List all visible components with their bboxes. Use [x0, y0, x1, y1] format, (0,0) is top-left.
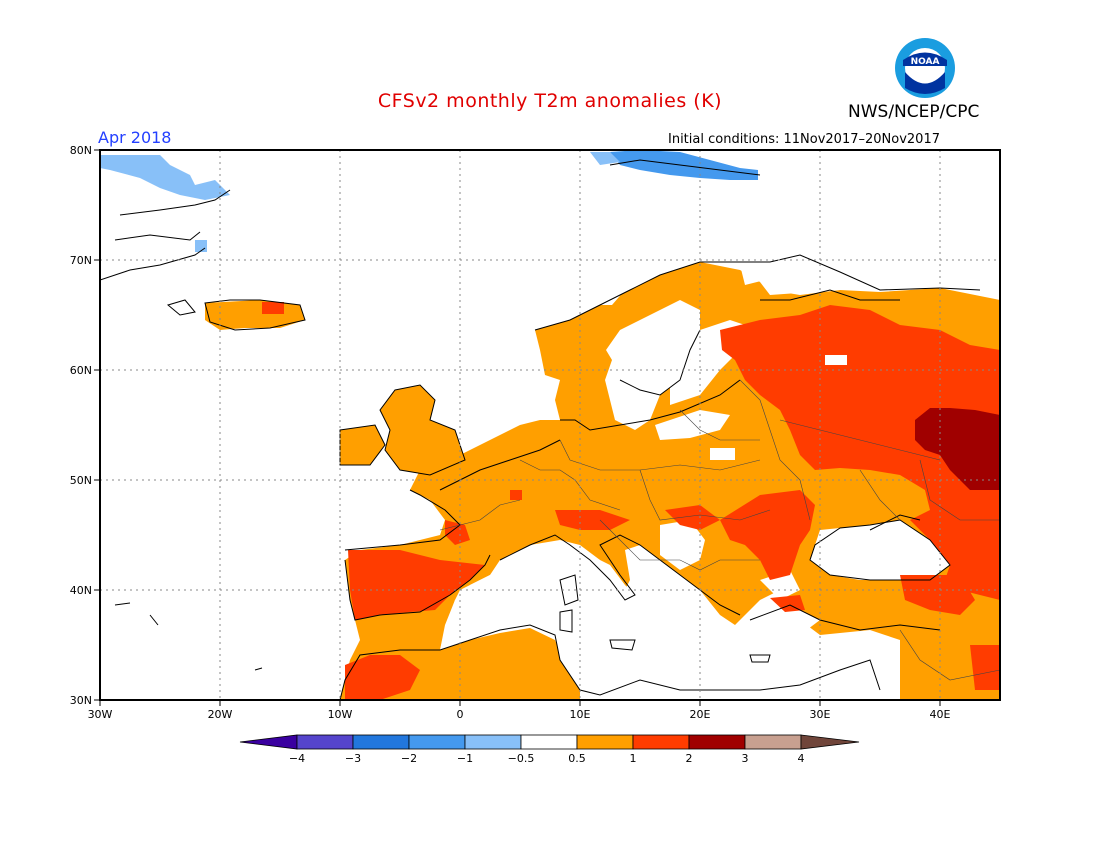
legend-swatch	[352, 734, 410, 750]
agency-credit: NWS/NCEP/CPC	[848, 102, 980, 122]
anomaly-field-white	[740, 262, 840, 295]
map-title: CFSv2 monthly T2m anomalies (K)	[377, 90, 723, 112]
anomaly-field-orange	[340, 425, 385, 465]
anomaly-field-red	[345, 655, 420, 700]
lon-label: 10E	[570, 708, 591, 721]
anomaly-field-red	[262, 302, 284, 314]
map-frame	[99, 149, 1001, 701]
legend-swatch	[632, 734, 690, 750]
noaa-logo-text: NOAA	[911, 57, 940, 67]
anomaly-field-red	[555, 510, 630, 530]
lon-label: 20W	[208, 708, 233, 721]
anomaly-field-red	[720, 305, 1000, 600]
legend-tick-label: 3	[742, 752, 749, 765]
legend-tick-label: −4	[289, 752, 305, 765]
lat-label: 60N	[70, 364, 92, 377]
anomaly-field-lightblue	[100, 155, 230, 200]
anomaly-field-white	[810, 520, 950, 580]
anomaly-field-white	[825, 355, 847, 365]
lon-label: 0	[457, 708, 464, 721]
anomaly-field-white	[710, 448, 735, 460]
legend-tick-label: 4	[798, 752, 805, 765]
lat-label: 80N	[70, 144, 92, 157]
legend-tick-label: 2	[686, 752, 693, 765]
axis-ticks	[94, 149, 941, 706]
anomaly-field-red	[665, 505, 720, 530]
lon-label: 10W	[328, 708, 353, 721]
initial-conditions: Initial conditions: 11Nov2017–20Nov2017	[668, 132, 940, 147]
coastlines	[100, 159, 981, 700]
target-month: Apr 2018	[98, 128, 172, 147]
legend-labels: −4 −3 −2 −1 −0.5 0.5 1 2 3 4	[289, 752, 805, 765]
lat-label: 50N	[70, 474, 92, 487]
legend-swatch	[744, 734, 802, 750]
anomaly-field-red	[900, 575, 975, 615]
lon-label: 30E	[810, 708, 831, 721]
lon-label: 40E	[930, 708, 951, 721]
anomaly-field-darkred	[915, 408, 1000, 490]
legend-tick-label: −2	[401, 752, 417, 765]
anomaly-field-white	[580, 280, 625, 305]
noaa-logo: NOAA	[895, 38, 955, 98]
legend-arrow-high	[800, 734, 860, 750]
anomaly-field-white	[440, 550, 900, 700]
legend-tick-label: 0.5	[568, 752, 586, 765]
anomaly-field-red	[510, 490, 522, 500]
color-legend	[239, 734, 860, 750]
anomaly-field-red	[445, 520, 470, 545]
legend-tick-label: −3	[345, 752, 361, 765]
legend-tick-label: 1	[630, 752, 637, 765]
lat-label: 30N	[70, 694, 92, 707]
legend-swatch	[408, 734, 466, 750]
legend-swatch	[296, 734, 354, 750]
anomaly-field-white	[605, 300, 700, 430]
graticule	[100, 150, 1000, 700]
legend-arrow-low	[239, 734, 298, 750]
longitude-labels: 30W 20W 10W 0 10E 20E 30E 40E	[88, 708, 951, 721]
legend-swatch	[464, 734, 522, 750]
country-borders	[439, 379, 1000, 681]
lon-label: 30W	[88, 708, 113, 721]
legend-swatch	[576, 734, 634, 750]
legend-tick-label: −0.5	[508, 752, 535, 765]
anomaly-field-white	[745, 605, 820, 640]
anomaly-field-white	[655, 410, 730, 440]
latitude-labels: 80N 70N 60N 50N 40N 30N	[70, 144, 92, 707]
anomaly-field-lightblue	[590, 152, 620, 165]
anomaly-field-red	[348, 550, 485, 620]
anomaly-fields	[100, 150, 1000, 700]
anomaly-field-red	[720, 490, 815, 580]
legend-swatch	[520, 734, 578, 750]
lat-label: 40N	[70, 584, 92, 597]
anomaly-field-orange	[380, 385, 465, 475]
legend-swatch	[688, 734, 746, 750]
anomaly-field-white	[660, 520, 705, 570]
lat-label: 70N	[70, 254, 92, 267]
lon-label: 20E	[690, 708, 711, 721]
anomaly-field-red	[970, 645, 1000, 690]
legend-tick-label: −1	[457, 752, 473, 765]
